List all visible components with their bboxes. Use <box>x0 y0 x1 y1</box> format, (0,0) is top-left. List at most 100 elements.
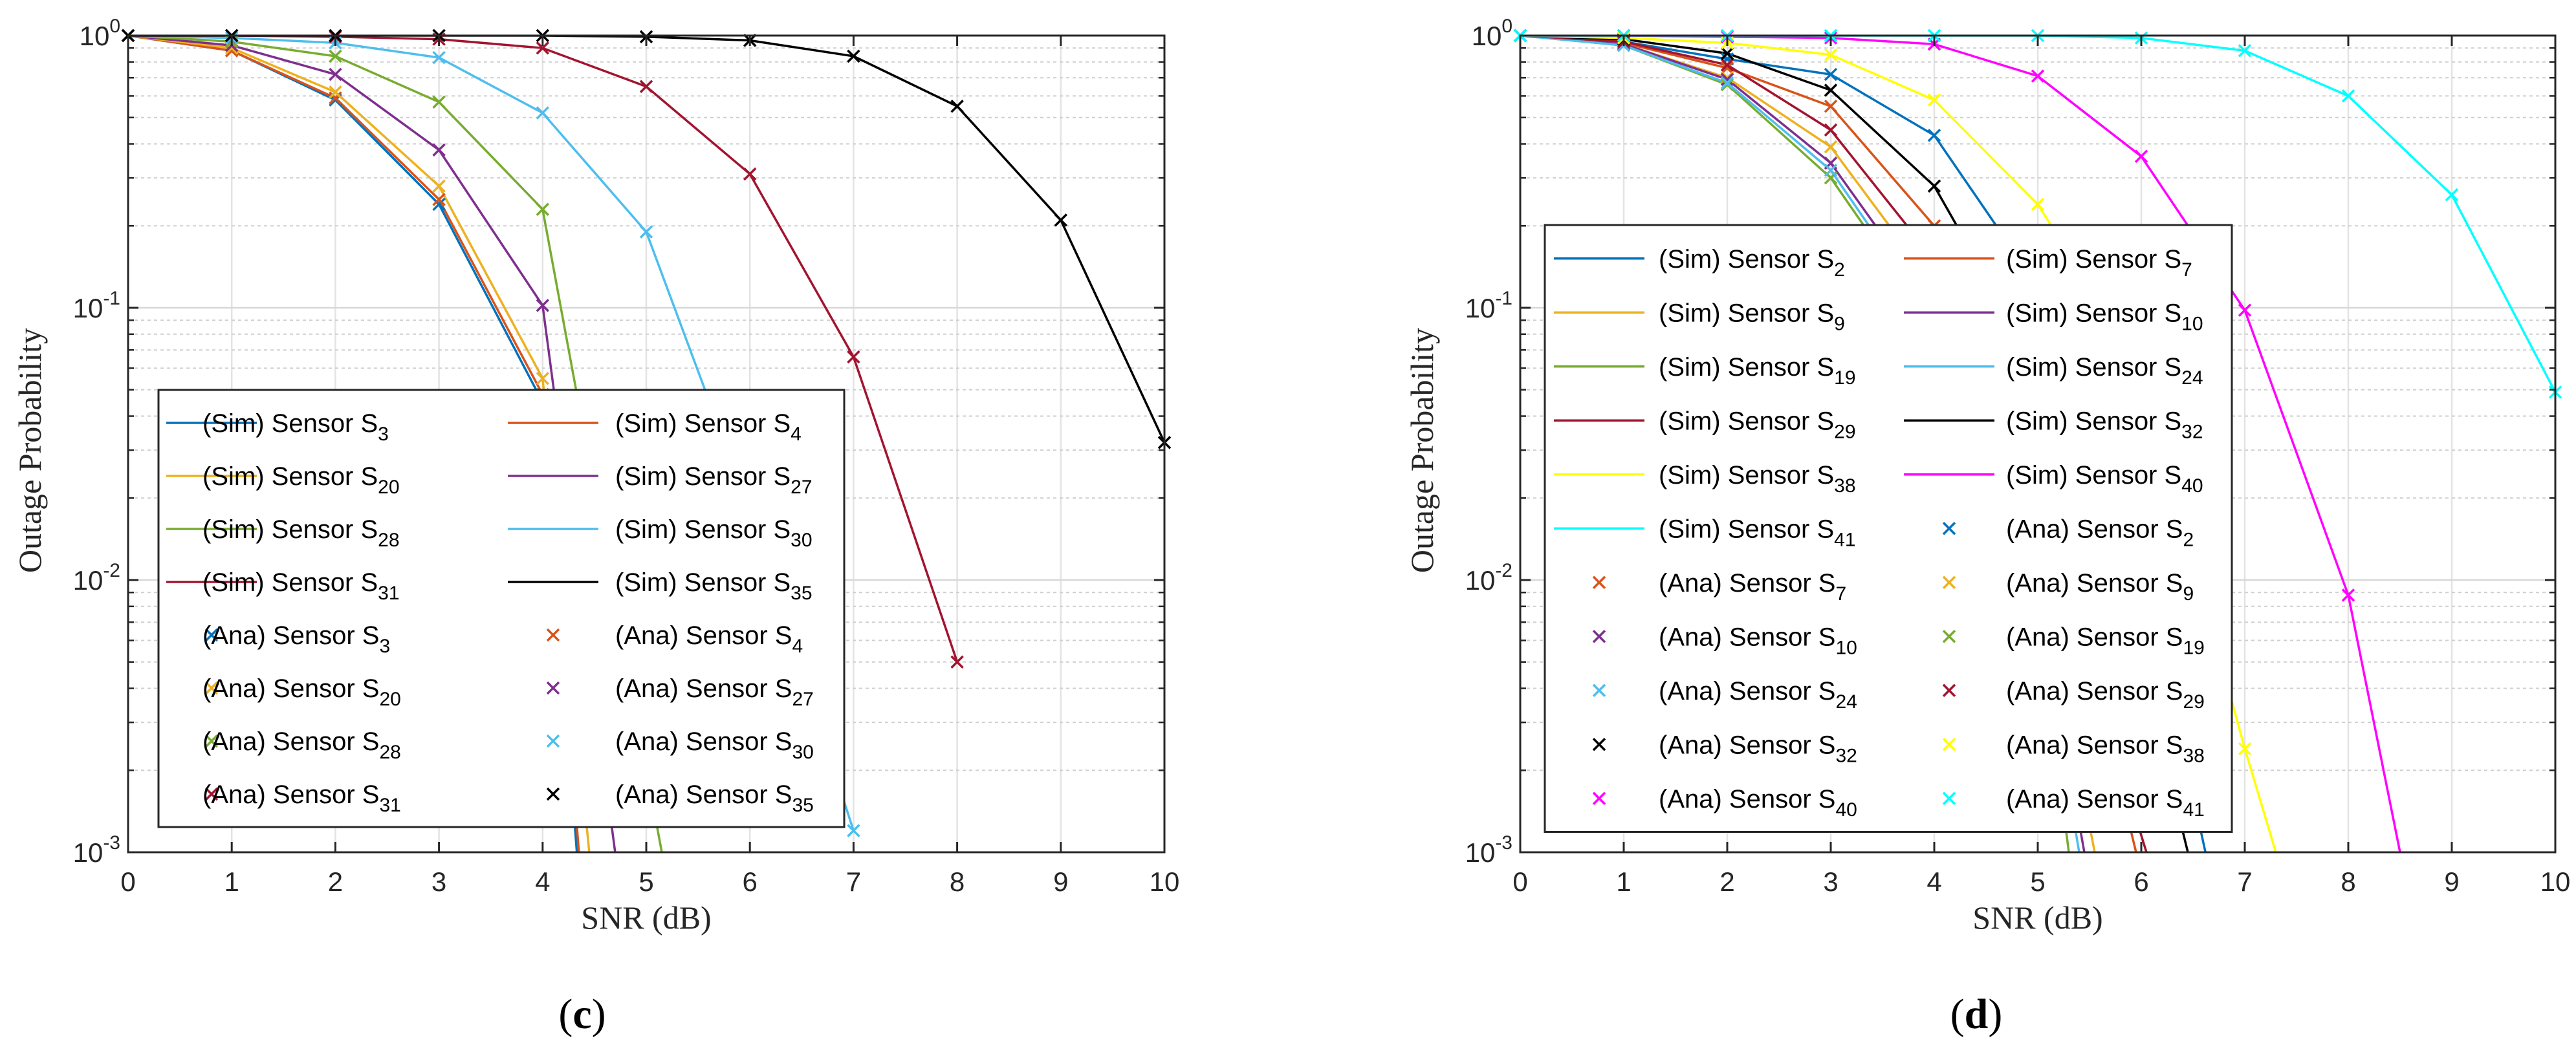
data-point-S3 <box>432 197 446 211</box>
x-tick-label: 3 <box>1823 866 1838 897</box>
legend-marker <box>546 734 560 748</box>
legend-item-ana-S10: (Ana) Sensor S10 <box>1592 623 1857 658</box>
x-tick-label: 10 <box>2540 866 2571 897</box>
data-point-S35 <box>847 49 860 63</box>
legend-item-sim-S30: (Sim) Sensor S30 <box>508 515 813 551</box>
legend: (Sim) Sensor S2 (Sim) Sensor S7 (Sim) Sens… <box>1544 224 2233 833</box>
x-tick-label: 1 <box>224 866 239 897</box>
legend-label: (Sim) Sensor S19 <box>1659 353 1856 389</box>
legend-label: (Ana) Sensor S41 <box>2006 785 2205 821</box>
legend-label: (Sim) Sensor S24 <box>2006 353 2203 389</box>
legend-marker <box>1592 575 1606 589</box>
data-point-S7 <box>1824 100 1838 113</box>
data-point-S20 <box>536 372 550 385</box>
data-point-S38 <box>1824 48 1838 61</box>
legend-marker <box>1942 683 1956 697</box>
legend-label: (Ana) Sensor S10 <box>1659 623 1857 658</box>
legend-label: (Ana) Sensor S30 <box>615 727 814 763</box>
legend-item-sim-S2: (Sim) Sensor S2 <box>1554 245 1845 281</box>
legend-label: (Ana) Sensor S9 <box>2006 569 2194 605</box>
legend-label: (Sim) Sensor S3 <box>202 409 389 445</box>
data-point-S30 <box>536 106 550 120</box>
legend-item-ana-S27: (Ana) Sensor S27 <box>546 674 814 710</box>
legend-marker <box>204 787 219 801</box>
legend-label: (Ana) Sensor S3 <box>202 621 390 657</box>
data-point-S32 <box>1927 179 1941 193</box>
legend-label: (Sim) Sensor S30 <box>615 515 813 551</box>
data-point-S41 <box>2445 188 2459 202</box>
x-tick-label: 0 <box>1512 866 1527 897</box>
data-point-S31 <box>639 80 653 94</box>
legend-label: (Sim) Sensor S29 <box>1659 407 1856 442</box>
x-tick-label: 9 <box>1053 866 1068 897</box>
chart-panel-c: 0 1 2 3 4 5 6 7 8 9 10 100 10-1 10-2 10-3 SNR (dB) Outag… <box>12 16 1179 1038</box>
data-point-S32 <box>1824 83 1838 97</box>
x-tick-label: 5 <box>639 866 653 897</box>
legend-label: (Sim) Sensor S40 <box>2006 461 2203 497</box>
legend-item-ana-S30: (Ana) Sensor S30 <box>546 727 814 763</box>
y-tick-label: 10-3 <box>73 832 120 868</box>
data-point-S38 <box>2031 197 2045 211</box>
legend-label: (Ana) Sensor S40 <box>1659 785 1857 821</box>
legend-label: (Ana) Sensor S29 <box>2006 677 2205 713</box>
data-point-S41 <box>2341 89 2355 103</box>
x-axis-label: SNR (dB) <box>581 899 711 936</box>
data-point-S29 <box>1824 123 1838 137</box>
x-tick-label: 9 <box>2444 866 2459 897</box>
legend-item-sim-S31: (Sim) Sensor S31 <box>166 568 400 604</box>
legend-item-sim-S40: (Sim) Sensor S40 <box>1904 461 2203 497</box>
legend-label: (Ana) Sensor S27 <box>615 674 814 710</box>
legend-item-ana-S19: (Ana) Sensor S19 <box>1942 623 2205 658</box>
legend-label: (Ana) Sensor S32 <box>1659 731 1857 766</box>
data-point-S40 <box>2134 149 2148 164</box>
legend-marker <box>1592 683 1606 697</box>
data-point-S35 <box>950 100 964 113</box>
data-point-S19 <box>1720 78 1734 92</box>
legend-label: (Sim) Sensor S9 <box>1659 299 1845 334</box>
x-tick-label: 3 <box>431 866 446 897</box>
legend-item-sim-S27: (Sim) Sensor S27 <box>508 462 813 498</box>
legend-item-ana-S20: (Ana) Sensor S20 <box>202 674 401 710</box>
data-point-S2 <box>1824 67 1838 81</box>
legend-label: (Ana) Sensor S7 <box>1659 569 1846 605</box>
legend-marker <box>546 787 560 801</box>
data-point-S30 <box>847 824 860 837</box>
x-tick-label: 5 <box>2030 866 2045 897</box>
legend-label: (Ana) Sensor S24 <box>1659 677 1857 713</box>
data-point-S10 <box>1720 72 1734 87</box>
legend-item-ana-S28: (Ana) Sensor S28 <box>202 727 401 763</box>
x-tick-label: 4 <box>535 866 550 897</box>
data-point-S41 <box>2238 44 2252 58</box>
legend-item-ana-S32: (Ana) Sensor S32 <box>1592 731 1857 766</box>
data-point-S31 <box>536 41 550 55</box>
legend-item-sim-S3: (Sim) Sensor S3 <box>166 409 389 445</box>
data-point-S30 <box>432 50 446 65</box>
legend-marker <box>1592 791 1606 805</box>
legend-item-ana-S3: (Ana) Sensor S3 <box>202 621 390 657</box>
legend-item-sim-S19: (Sim) Sensor S19 <box>1554 353 1856 389</box>
legend-item-sim-S41: (Sim) Sensor S41 <box>1554 515 1856 550</box>
data-point-S28 <box>536 202 550 216</box>
legend-item-ana-S24: (Ana) Sensor S24 <box>1592 677 1857 713</box>
legend-label: (Sim) Sensor S20 <box>202 462 400 498</box>
x-tick-label: 8 <box>950 866 965 897</box>
x-tick-label: 7 <box>846 866 861 897</box>
legend-item-ana-S41: (Ana) Sensor S41 <box>1942 785 2205 821</box>
y-tick-label: 10-1 <box>73 288 120 323</box>
data-point-S29 <box>1720 58 1734 72</box>
data-point-S40 <box>2341 588 2355 602</box>
legend-box <box>1544 224 2233 833</box>
x-tick-label: 4 <box>1927 866 1941 897</box>
panel-label: (c) <box>558 991 606 1038</box>
y-tick-label: 10-2 <box>73 560 120 596</box>
data-point-S31 <box>950 655 964 669</box>
legend-item-sim-S9: (Sim) Sensor S9 <box>1554 299 1845 334</box>
x-tick-label: 1 <box>1616 866 1631 897</box>
x-tick-label: 10 <box>1150 866 1180 897</box>
legend-item-sim-S35: (Sim) Sensor S35 <box>508 568 813 604</box>
legend-label: (Sim) Sensor S41 <box>1659 515 1856 550</box>
legend-item-sim-S24: (Sim) Sensor S24 <box>1904 353 2203 389</box>
legend-marker <box>204 681 219 695</box>
y-tick-label: 100 <box>1472 16 1512 51</box>
